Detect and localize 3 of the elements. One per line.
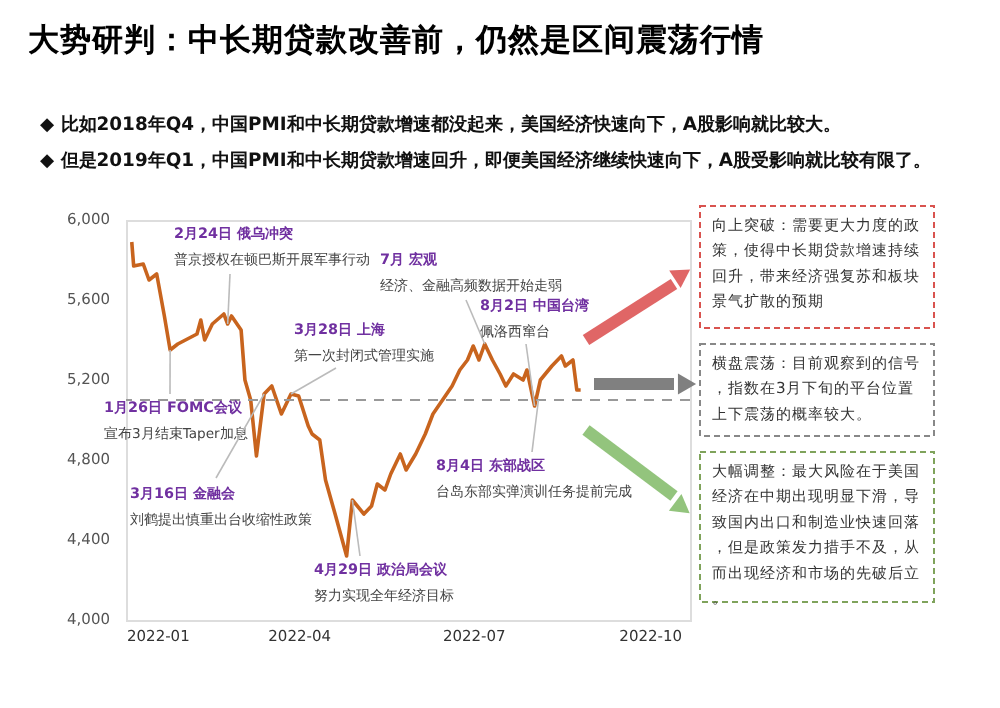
text: ◆ 比如2018年Q4，中国PMI和中长期贷款增速都没起来，美国经济快速向下，A股影响就比较大。: [40, 114, 841, 136]
chart-title: 大势研判：中长期贷款改善前，仍然是区间震荡行情: [28, 20, 764, 58]
text: ◆ 但是2019年Q1，中国PMI和中长期贷款增速回升，即便美国经济继续快速向下，A股受影响就比较有限了。: [40, 150, 931, 172]
